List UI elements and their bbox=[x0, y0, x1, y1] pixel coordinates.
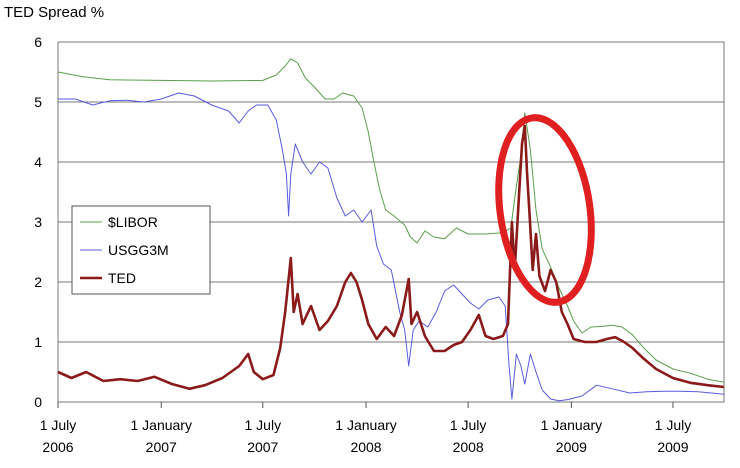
y-tick-label-1: 1 bbox=[34, 334, 42, 350]
annotation-layer bbox=[495, 114, 595, 306]
legend-label-libor: $LIBOR bbox=[108, 214, 158, 230]
x-tick-label-line2: 2006 bbox=[42, 439, 73, 455]
y-tick-label-2: 2 bbox=[34, 274, 42, 290]
x-tick-label-line1: 1 July bbox=[450, 417, 487, 433]
series-layer bbox=[57, 58, 725, 402]
x-tick-label-line2: 2008 bbox=[350, 439, 381, 455]
legend-box bbox=[71, 205, 211, 295]
x-tick-label-line1: 1 January bbox=[541, 417, 602, 433]
legend: $LIBOR USGG3M TED bbox=[71, 205, 211, 295]
series-line-usgg3m bbox=[58, 92, 725, 402]
x-tick-label-line2: 2009 bbox=[556, 439, 587, 455]
axes: 0 1 2 3 4 5 6 1 July 2006 1 January 2007 1 July 2007… bbox=[34, 34, 691, 455]
x-tick-label-line2: 2007 bbox=[146, 439, 177, 455]
y-tick-label-6: 6 bbox=[34, 34, 42, 50]
series-line-ted bbox=[57, 124, 725, 391]
chart-title: TED Spread % bbox=[4, 4, 105, 21]
legend-label-usgg3m: USGG3M bbox=[108, 242, 169, 258]
legend-label-ted: TED bbox=[108, 270, 136, 286]
x-tick-label-line2: 2008 bbox=[453, 439, 484, 455]
x-tick-label-line2: 2007 bbox=[247, 439, 278, 455]
y-tick-label-0: 0 bbox=[34, 394, 42, 410]
y-tick-label-5: 5 bbox=[34, 94, 42, 110]
y-tick-label-4: 4 bbox=[34, 154, 42, 170]
x-tick-label-line1: 1 July bbox=[655, 417, 692, 433]
x-tick-label-line2: 2009 bbox=[657, 439, 688, 455]
series-line-libor bbox=[57, 58, 725, 383]
highlight-circle bbox=[495, 114, 595, 306]
x-tick-label-line1: 1 July bbox=[40, 417, 77, 433]
x-tick-label-line1: 1 January bbox=[335, 417, 396, 433]
y-tick-label-3: 3 bbox=[34, 214, 42, 230]
x-tick-label-line1: 1 January bbox=[130, 417, 191, 433]
x-tick-label-line1: 1 July bbox=[245, 417, 282, 433]
